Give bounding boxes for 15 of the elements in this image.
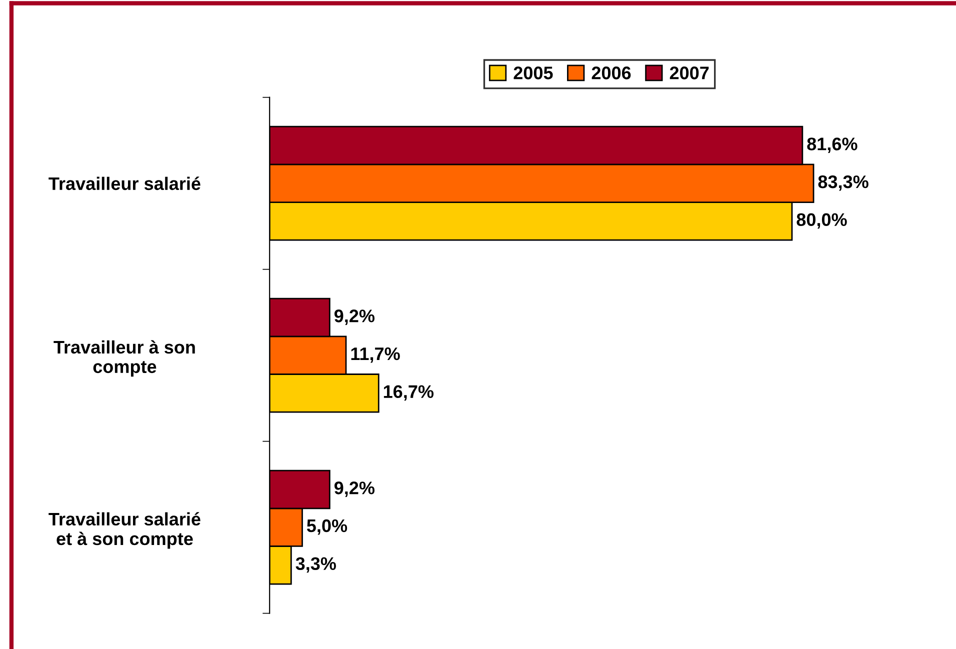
legend-label: 2005 bbox=[514, 66, 553, 80]
data-label: 3,3% bbox=[296, 557, 336, 573]
y-tick-label: Travailleur salarié bbox=[48, 176, 200, 190]
data-label: 5,0% bbox=[306, 519, 348, 535]
data-label: 16,7% bbox=[384, 385, 434, 401]
y-tick-label: Travailleur à son compte bbox=[54, 340, 195, 377]
data-label: 81,6% bbox=[807, 138, 858, 153]
data-label: 9,2% bbox=[334, 310, 375, 325]
y-tick-label: Travailleur salarié et à son compte bbox=[48, 512, 200, 549]
data-label: 9,2% bbox=[334, 482, 375, 497]
legend-label: 2007 bbox=[670, 66, 709, 80]
data-label: 80,0% bbox=[796, 213, 847, 229]
legend-label: 2006 bbox=[592, 66, 631, 80]
data-label: 11,7% bbox=[351, 347, 400, 363]
data-label: 83,3% bbox=[818, 175, 868, 191]
